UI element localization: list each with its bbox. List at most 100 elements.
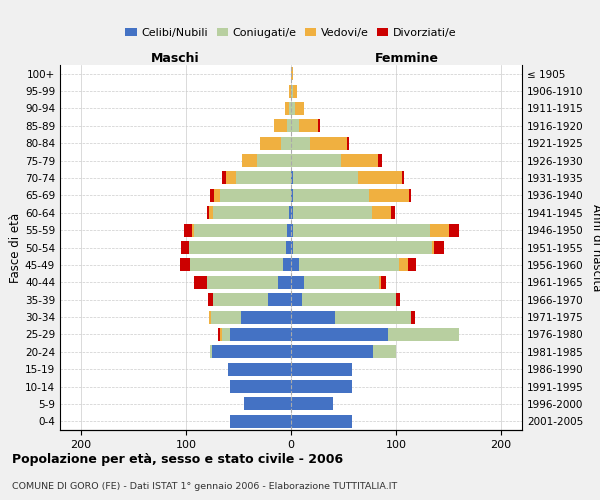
Bar [302,293,396,306]
Bar [291,67,293,80]
Bar [274,120,287,132]
Bar [293,84,298,98]
Bar [283,258,291,272]
Bar [214,293,268,306]
Bar [373,346,396,358]
Legend: Celibi/Nubili, Coniugati/e, Vedovi/e, Divorziati/e: Celibi/Nubili, Coniugati/e, Vedovi/e, Di… [121,23,461,42]
Bar [388,328,459,341]
Bar [449,224,459,236]
Bar [210,189,214,202]
Text: Femmine: Femmine [374,52,439,65]
Bar [207,276,278,289]
Bar [222,328,230,341]
Bar [230,380,291,393]
Bar [379,276,382,289]
Bar [289,84,291,98]
Bar [181,241,189,254]
Bar [268,293,291,306]
Bar [291,154,341,167]
Bar [180,258,190,272]
Bar [293,172,358,184]
Bar [396,293,400,306]
Bar [209,206,214,220]
Text: Popolazione per età, sesso e stato civile - 2006: Popolazione per età, sesso e stato civil… [12,452,343,466]
Bar [278,276,291,289]
Bar [378,154,382,167]
Bar [289,102,291,115]
Bar [358,172,403,184]
Bar [260,136,281,149]
Bar [319,120,320,132]
Bar [220,189,291,202]
Bar [257,154,291,167]
Bar [291,328,388,341]
Bar [391,206,395,220]
Bar [220,328,222,341]
Bar [291,224,293,236]
Bar [310,136,347,149]
Bar [190,258,283,272]
Bar [211,310,241,324]
Bar [291,172,293,184]
Bar [293,241,432,254]
Bar [192,224,194,236]
Bar [194,224,287,236]
Bar [291,415,352,428]
Bar [293,224,430,236]
Bar [291,398,333,410]
Y-axis label: Fasce di età: Fasce di età [9,212,22,282]
Bar [430,224,449,236]
Bar [208,293,214,306]
Bar [347,136,349,149]
Bar [228,362,291,376]
Bar [372,206,391,220]
Bar [184,224,193,236]
Bar [281,136,291,149]
Bar [218,328,220,341]
Bar [242,154,257,167]
Bar [213,206,289,220]
Bar [291,258,299,272]
Bar [291,362,352,376]
Bar [291,189,293,202]
Bar [407,258,416,272]
Bar [214,189,220,202]
Bar [291,206,293,220]
Bar [335,310,411,324]
Bar [291,120,299,132]
Bar [226,172,236,184]
Bar [291,241,293,254]
Bar [244,398,291,410]
Bar [295,102,304,115]
Bar [207,206,209,220]
Bar [286,241,291,254]
Bar [212,346,291,358]
Bar [194,276,207,289]
Bar [291,310,335,324]
Bar [432,241,434,254]
Bar [291,380,352,393]
Bar [189,241,286,254]
Bar [289,206,291,220]
Bar [291,276,304,289]
Bar [409,189,411,202]
Bar [291,84,293,98]
Bar [236,172,291,184]
Bar [210,346,212,358]
Bar [291,346,373,358]
Bar [341,154,378,167]
Bar [209,310,211,324]
Bar [434,241,444,254]
Bar [293,189,369,202]
Bar [287,224,291,236]
Y-axis label: Anni di nascita: Anni di nascita [590,204,600,291]
Bar [241,310,291,324]
Text: COMUNE DI GORO (FE) - Dati ISTAT 1° gennaio 2006 - Elaborazione TUTTITALIA.IT: COMUNE DI GORO (FE) - Dati ISTAT 1° genn… [12,482,397,491]
Bar [399,258,407,272]
Bar [403,172,404,184]
Bar [304,276,379,289]
Bar [285,102,289,115]
Bar [382,276,386,289]
Bar [410,310,415,324]
Bar [291,136,310,149]
